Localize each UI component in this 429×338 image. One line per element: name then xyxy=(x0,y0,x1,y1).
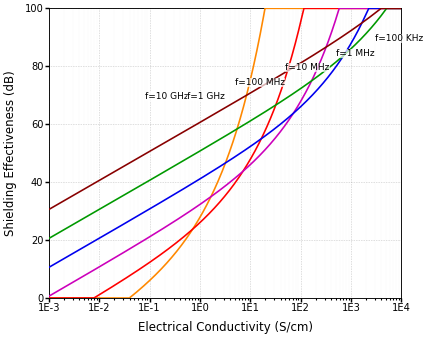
Y-axis label: Shielding Effectiveness (dB): Shielding Effectiveness (dB) xyxy=(4,70,17,236)
Text: f=100 KHz: f=100 KHz xyxy=(375,34,423,43)
Text: f=1 MHz: f=1 MHz xyxy=(336,49,375,57)
Text: f=10 MHz: f=10 MHz xyxy=(285,63,330,72)
X-axis label: Electrical Conductivity (S/cm): Electrical Conductivity (S/cm) xyxy=(138,321,313,334)
Text: f=100 MHz: f=100 MHz xyxy=(235,77,285,87)
Text: f=10 GHz: f=10 GHz xyxy=(145,92,188,101)
Text: f=1 GHz: f=1 GHz xyxy=(187,92,225,101)
